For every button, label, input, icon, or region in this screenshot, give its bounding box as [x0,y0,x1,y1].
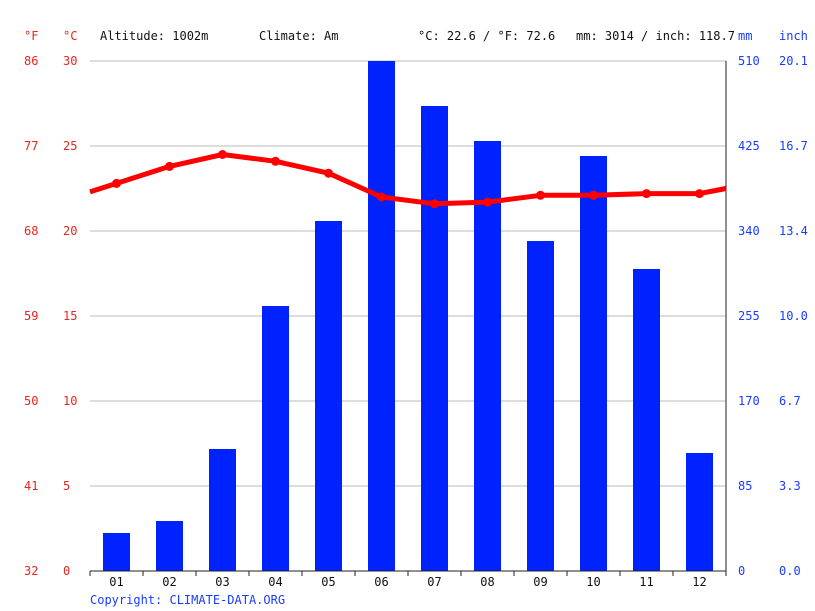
month-label: 01 [109,575,123,589]
mm-tick-label: 0 [738,564,745,578]
celsius-tick-label: 10 [63,394,77,408]
precipitation-bar [156,521,183,571]
fahrenheit-tick-label: 32 [24,564,38,578]
month-label: 02 [162,575,176,589]
month-label: 05 [321,575,335,589]
inch-tick-label: 16.7 [779,139,808,153]
fahrenheit-tick-label: 68 [24,224,38,238]
inch-tick-label: 10.0 [779,309,808,323]
month-axis: 01 02 03 04 05 06 07 08 09 10 11 12 [89,570,727,589]
temperature-point [536,190,545,200]
temperature-average-label: °C: 22.6 / °F: 72.6 [418,29,555,43]
grid-lines [90,60,727,571]
mm-tick-label: 510 [738,54,760,68]
fahrenheit-tick-label: 86 [24,54,38,68]
precipitation-bar [103,533,130,571]
precipitation-bar [421,106,448,571]
month-label: 06 [374,575,388,589]
precipitation-bar [633,269,660,571]
precipitation-bar [262,306,289,571]
month-label: 12 [692,575,706,589]
celsius-tick-label: 15 [63,309,77,323]
temperature-point [589,190,598,200]
celsius-tick-label: 25 [63,139,77,153]
celsius-tick-label: 30 [63,54,77,68]
inch-tick-label: 20.1 [779,54,808,68]
inch-tick-label: 13.4 [779,224,808,238]
temperature-point [642,189,651,199]
inch-tick-label: 3.3 [779,479,801,493]
temperature-point [271,156,280,166]
temperature-point [218,150,227,159]
precipitation-bar [209,449,236,571]
celsius-tick-label: 20 [63,224,77,238]
fahrenheit-tick-label: 77 [24,139,38,153]
fahrenheit-unit-label: °F [24,29,38,43]
temperature-point [324,168,333,178]
month-label: 07 [427,575,441,589]
precipitation-bar [527,241,554,571]
mm-tick-label: 85 [738,479,752,493]
altitude-label: Altitude: 1002m [100,29,208,43]
precipitation-bar [686,453,713,571]
fahrenheit-tick-label: 59 [24,309,38,323]
temperature-line [89,150,727,209]
copyright-label: Copyright: CLIMATE-DATA.ORG [90,593,285,607]
axis-tick-labels: 86 30 510 20.177 25 425 16.768 20 340 13.459 15 255… [24,54,808,578]
climate-label: Climate: Am [259,29,338,43]
precipitation-total-label: mm: 3014 / inch: 118.7 [576,29,735,43]
temperature-point [165,161,174,171]
precipitation-bar [315,221,342,571]
month-label: 08 [480,575,494,589]
inch-tick-label: 0.0 [779,564,801,578]
precipitation-bar [474,141,501,571]
mm-tick-label: 340 [738,224,760,238]
month-label: 09 [533,575,547,589]
celsius-tick-label: 5 [63,479,70,493]
precipitation-bar [580,156,607,571]
fahrenheit-tick-label: 50 [24,394,38,408]
temperature-point [430,199,439,209]
temperature-line-path [89,152,727,207]
temperature-point [112,178,121,188]
temperature-point [377,192,386,202]
mm-tick-label: 255 [738,309,760,323]
month-label: 10 [586,575,600,589]
fahrenheit-tick-label: 41 [24,479,38,493]
mm-tick-label: 170 [738,394,760,408]
precipitation-bars [103,61,713,571]
inch-unit-label: inch [779,29,808,43]
temperature-point [483,197,492,207]
celsius-unit-label: °C [63,29,77,43]
month-label: 11 [639,575,653,589]
temperature-point [695,189,704,199]
celsius-tick-label: 0 [63,564,70,578]
month-label: 03 [215,575,229,589]
mm-tick-label: 425 [738,139,760,153]
month-label: 04 [268,575,282,589]
mm-unit-label: mm [738,29,752,43]
precipitation-bar [368,61,395,571]
inch-tick-label: 6.7 [779,394,801,408]
